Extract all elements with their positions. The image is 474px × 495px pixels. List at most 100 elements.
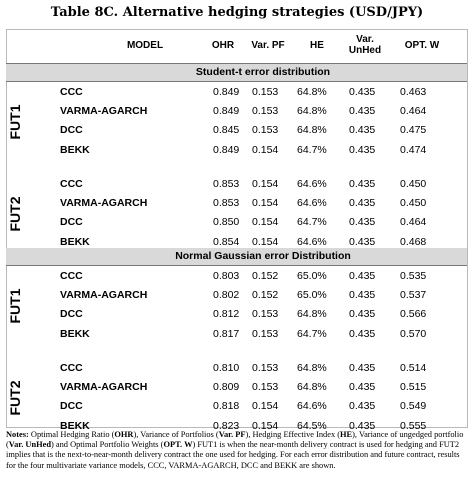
table-cell: 0.435 — [349, 124, 376, 137]
notes-segment: Notes: — [6, 430, 31, 439]
model-name: CCC — [60, 178, 83, 190]
col-header-var-unhed: Var. UnHed — [348, 34, 382, 56]
table-cell: 0.854 — [213, 235, 240, 248]
col-header-he: HE — [310, 40, 324, 51]
model-name: VARMA-AGARCH — [60, 197, 148, 210]
table-cell: 0.435 — [349, 105, 376, 118]
notes-segment: ) and Optimal Portfolio Weights ( — [51, 440, 164, 450]
table-cell: 0.450 — [400, 197, 427, 210]
table-cell: 0.450 — [400, 178, 427, 190]
section-band — [6, 248, 467, 265]
model-name: CCC — [60, 270, 83, 282]
table-cell: 0.153 — [252, 105, 279, 118]
model-name: VARMA-AGARCH — [60, 105, 148, 118]
table-cell: 0.566 — [400, 308, 427, 321]
notes-segment: Optimal Hedging Ratio ( — [30, 430, 115, 439]
notes-segment: OHR — [114, 430, 134, 439]
table-cell: 0.152 — [252, 289, 279, 302]
table-cell: 0.849 — [213, 143, 240, 156]
table-notes: Notes: Optimal Hedging Ratio (OHR), Vari… — [6, 430, 468, 471]
table-cell: 0.810 — [213, 362, 240, 374]
col-header-model: MODEL — [126, 40, 164, 51]
table-cell: 0.154 — [252, 178, 279, 190]
table-cell: 0.435 — [349, 289, 376, 302]
model-name: BEKK — [60, 327, 90, 340]
model-name: VARMA-AGARCH — [60, 381, 148, 394]
table-cell: 0.475 — [400, 124, 427, 137]
table-cell: 64.7% — [297, 143, 327, 156]
table-cell: 64.8% — [297, 105, 327, 118]
table-cell: 0.845 — [213, 124, 240, 137]
model-name: BEKK — [60, 419, 90, 432]
table-cell: 64.8% — [297, 86, 327, 98]
header-rule — [6, 63, 467, 64]
table-cell: 0.474 — [400, 143, 427, 156]
table-cell: 0.154 — [252, 216, 279, 229]
notes-segment: ), Variance of Portfolios ( — [133, 430, 219, 439]
table-cell: 64.8% — [297, 362, 327, 374]
table-cell: 0.154 — [252, 235, 279, 248]
table-cell: 0.514 — [400, 362, 427, 374]
table-cell: 0.435 — [349, 86, 376, 98]
group-label: FUT1 — [7, 104, 23, 140]
table-cell: 0.850 — [213, 216, 240, 229]
table-cell: 0.435 — [349, 381, 376, 394]
table-cell: 65.0% — [297, 270, 327, 282]
table-cell: 0.154 — [252, 400, 279, 413]
table-cell: 0.154 — [252, 197, 279, 210]
table-cell: 64.6% — [297, 400, 327, 413]
group-label: FUT2 — [7, 380, 23, 416]
notes-segment: ), Hedging Effective Index ( — [245, 430, 341, 439]
section-rule — [6, 81, 467, 82]
table-cell: 0.153 — [252, 381, 279, 394]
table-cell: 0.435 — [349, 327, 376, 340]
table-cell: 64.7% — [297, 327, 327, 340]
group-label: FUT2 — [7, 196, 23, 232]
table-cell: 0.435 — [349, 197, 376, 210]
table-cell: 0.435 — [349, 308, 376, 321]
group-label: FUT1 — [7, 288, 23, 324]
model-name: BEKK — [60, 235, 90, 248]
table-cell: 0.515 — [400, 381, 427, 394]
table-cell: 0.464 — [400, 105, 427, 118]
table-cell: 0.853 — [213, 197, 240, 210]
table-cell: 0.153 — [252, 86, 279, 98]
table-cell: 0.812 — [213, 308, 240, 321]
section-label: Student-t error distribution — [195, 66, 331, 78]
table-cell: 0.154 — [252, 143, 279, 156]
col-header-ohr: OHR — [211, 40, 235, 51]
table-frame — [6, 29, 468, 428]
table-cell: 0.849 — [213, 105, 240, 118]
table-cell: 0.849 — [213, 86, 240, 98]
table-cell: 0.435 — [349, 216, 376, 229]
model-name: VARMA-AGARCH — [60, 289, 148, 302]
section-rule — [6, 265, 467, 266]
table-title: Table 8C. Alternative hedging strategies… — [50, 5, 424, 20]
table-cell: 0.570 — [400, 327, 427, 340]
table-cell: 0.152 — [252, 270, 279, 282]
table-cell: 64.8% — [297, 124, 327, 137]
table-cell: 0.537 — [400, 289, 427, 302]
table-cell: 0.809 — [213, 381, 240, 394]
table-cell: 0.435 — [349, 235, 376, 248]
table-cell: 0.549 — [400, 400, 427, 413]
table-cell: 0.153 — [252, 327, 279, 340]
table-cell: 0.803 — [213, 270, 240, 282]
section-band — [6, 64, 467, 81]
model-name: BEKK — [60, 143, 90, 156]
notes-segment: Var. PF — [218, 430, 246, 439]
table-cell: 0.818 — [213, 400, 240, 413]
table-cell: 0.435 — [349, 419, 376, 432]
table-cell: 0.435 — [349, 270, 376, 282]
table-cell: 64.6% — [297, 197, 327, 210]
table-cell: 0.464 — [400, 216, 427, 229]
notes-segment: Var. UnHed — [8, 440, 51, 450]
table-cell: 0.153 — [252, 362, 279, 374]
table-cell: 0.555 — [400, 419, 427, 432]
table-cell: 0.463 — [400, 86, 427, 98]
table-cell: 0.153 — [252, 124, 279, 137]
table-cell: 64.7% — [297, 216, 327, 229]
table-cell: 65.0% — [297, 289, 327, 302]
table-cell: 0.435 — [349, 178, 376, 190]
table-cell: 64.8% — [297, 381, 327, 394]
